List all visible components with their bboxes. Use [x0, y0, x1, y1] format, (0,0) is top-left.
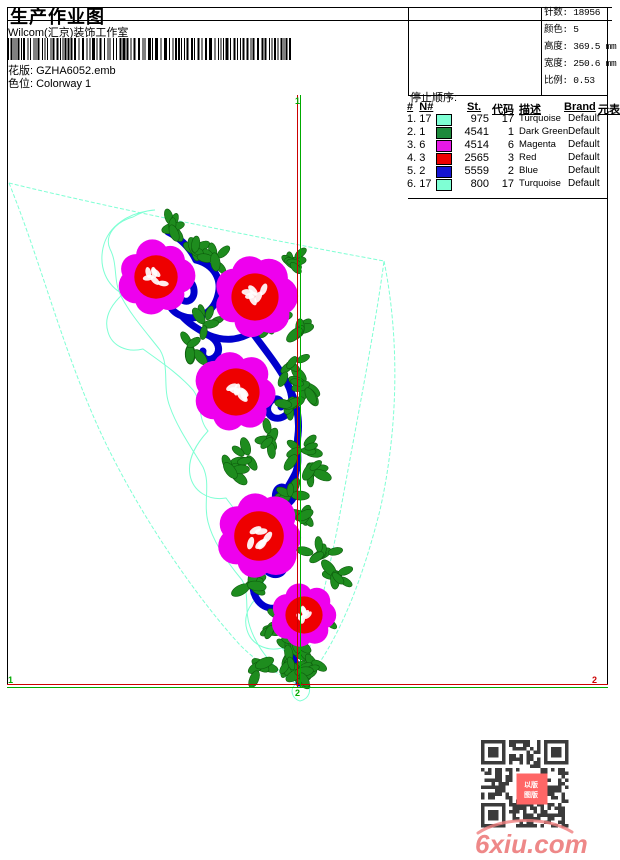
svg-text:图版: 图版: [524, 790, 538, 799]
svg-text:以版: 以版: [524, 780, 538, 789]
svg-text:6xiu.com: 6xiu.com: [475, 829, 588, 859]
